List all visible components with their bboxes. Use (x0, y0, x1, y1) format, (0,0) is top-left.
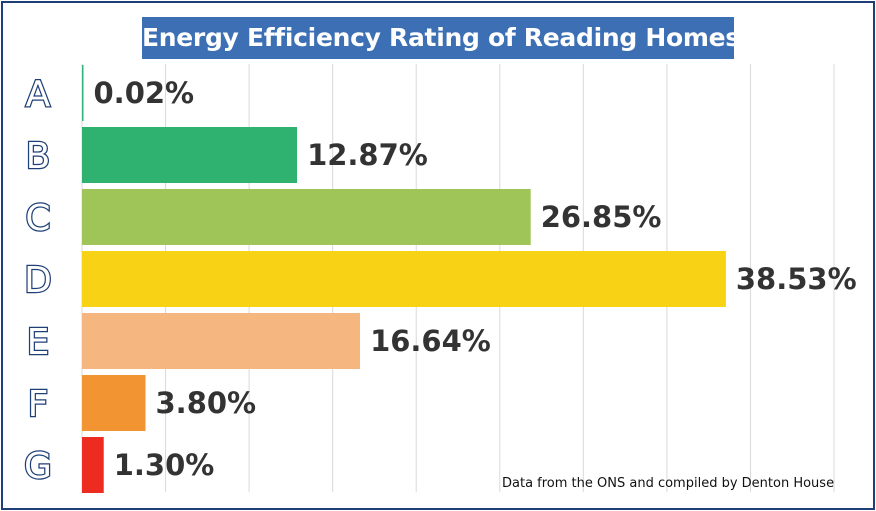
bar-b (82, 127, 298, 183)
bar-a (82, 65, 84, 121)
value-label-e: 16.64% (370, 324, 491, 358)
value-label-f: 3.80% (156, 386, 257, 420)
value-labels: 0.02% 12.87% 26.85% 38.53% 16.64% 3.80% 1.30% (94, 76, 857, 482)
category-label-a: A (26, 74, 51, 115)
value-label-d: 38.53% (736, 262, 857, 296)
value-label-b: 12.87% (307, 138, 428, 172)
category-label-e: E (27, 322, 50, 363)
value-label-c: 26.85% (541, 200, 662, 234)
bars (82, 65, 726, 493)
value-label-g: 1.30% (114, 448, 215, 482)
chart-title: Energy Efficiency Rating of Reading Home… (142, 17, 740, 59)
category-label-f: F (28, 384, 49, 425)
category-label-d: D (24, 260, 52, 301)
value-label-a: 0.02% (94, 76, 195, 110)
category-label-c: C (25, 198, 50, 239)
bar-c (82, 189, 531, 245)
source-annotation: Data from the ONS and compiled by Denton… (502, 476, 835, 491)
category-label-b: B (26, 136, 51, 177)
category-label-g: G (24, 446, 52, 487)
bar-g (82, 437, 104, 493)
bar-f (82, 375, 146, 431)
bar-e (82, 313, 361, 369)
bar-d (82, 251, 726, 307)
